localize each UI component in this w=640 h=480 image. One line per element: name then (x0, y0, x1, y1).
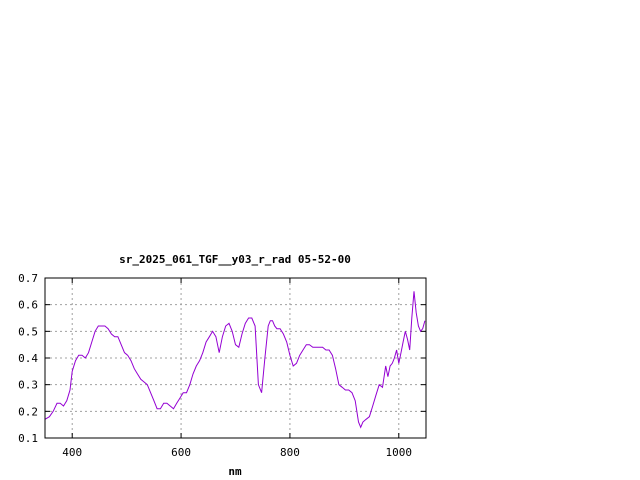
x-tick-label: 600 (171, 446, 191, 459)
y-tick-label: 0.4 (18, 352, 38, 365)
chart-title: sr_2025_061_TGF__y03_r_rad 05-52-00 (119, 253, 351, 266)
y-tick-label: 0.3 (18, 379, 38, 392)
y-tick-label: 0.1 (18, 432, 38, 445)
y-tick-label: 0.6 (18, 299, 38, 312)
series-line (44, 291, 426, 429)
x-tick-label: 400 (62, 446, 82, 459)
plot-frame (44, 277, 427, 439)
tick-labels: 400 600 800 1000 0.1 0.2 0.3 0.4 0.5 0.6 0.7 (18, 272, 412, 459)
x-tick-label: 1000 (386, 446, 413, 459)
x-axis-label: nm (228, 465, 242, 478)
y-tick-label: 0.5 (18, 325, 38, 338)
x-tick-label: 800 (280, 446, 300, 459)
grid-lines (45, 278, 426, 438)
y-tick-label: 0.7 (18, 272, 38, 285)
series-group (44, 291, 426, 429)
y-tick-label: 0.2 (18, 405, 38, 418)
